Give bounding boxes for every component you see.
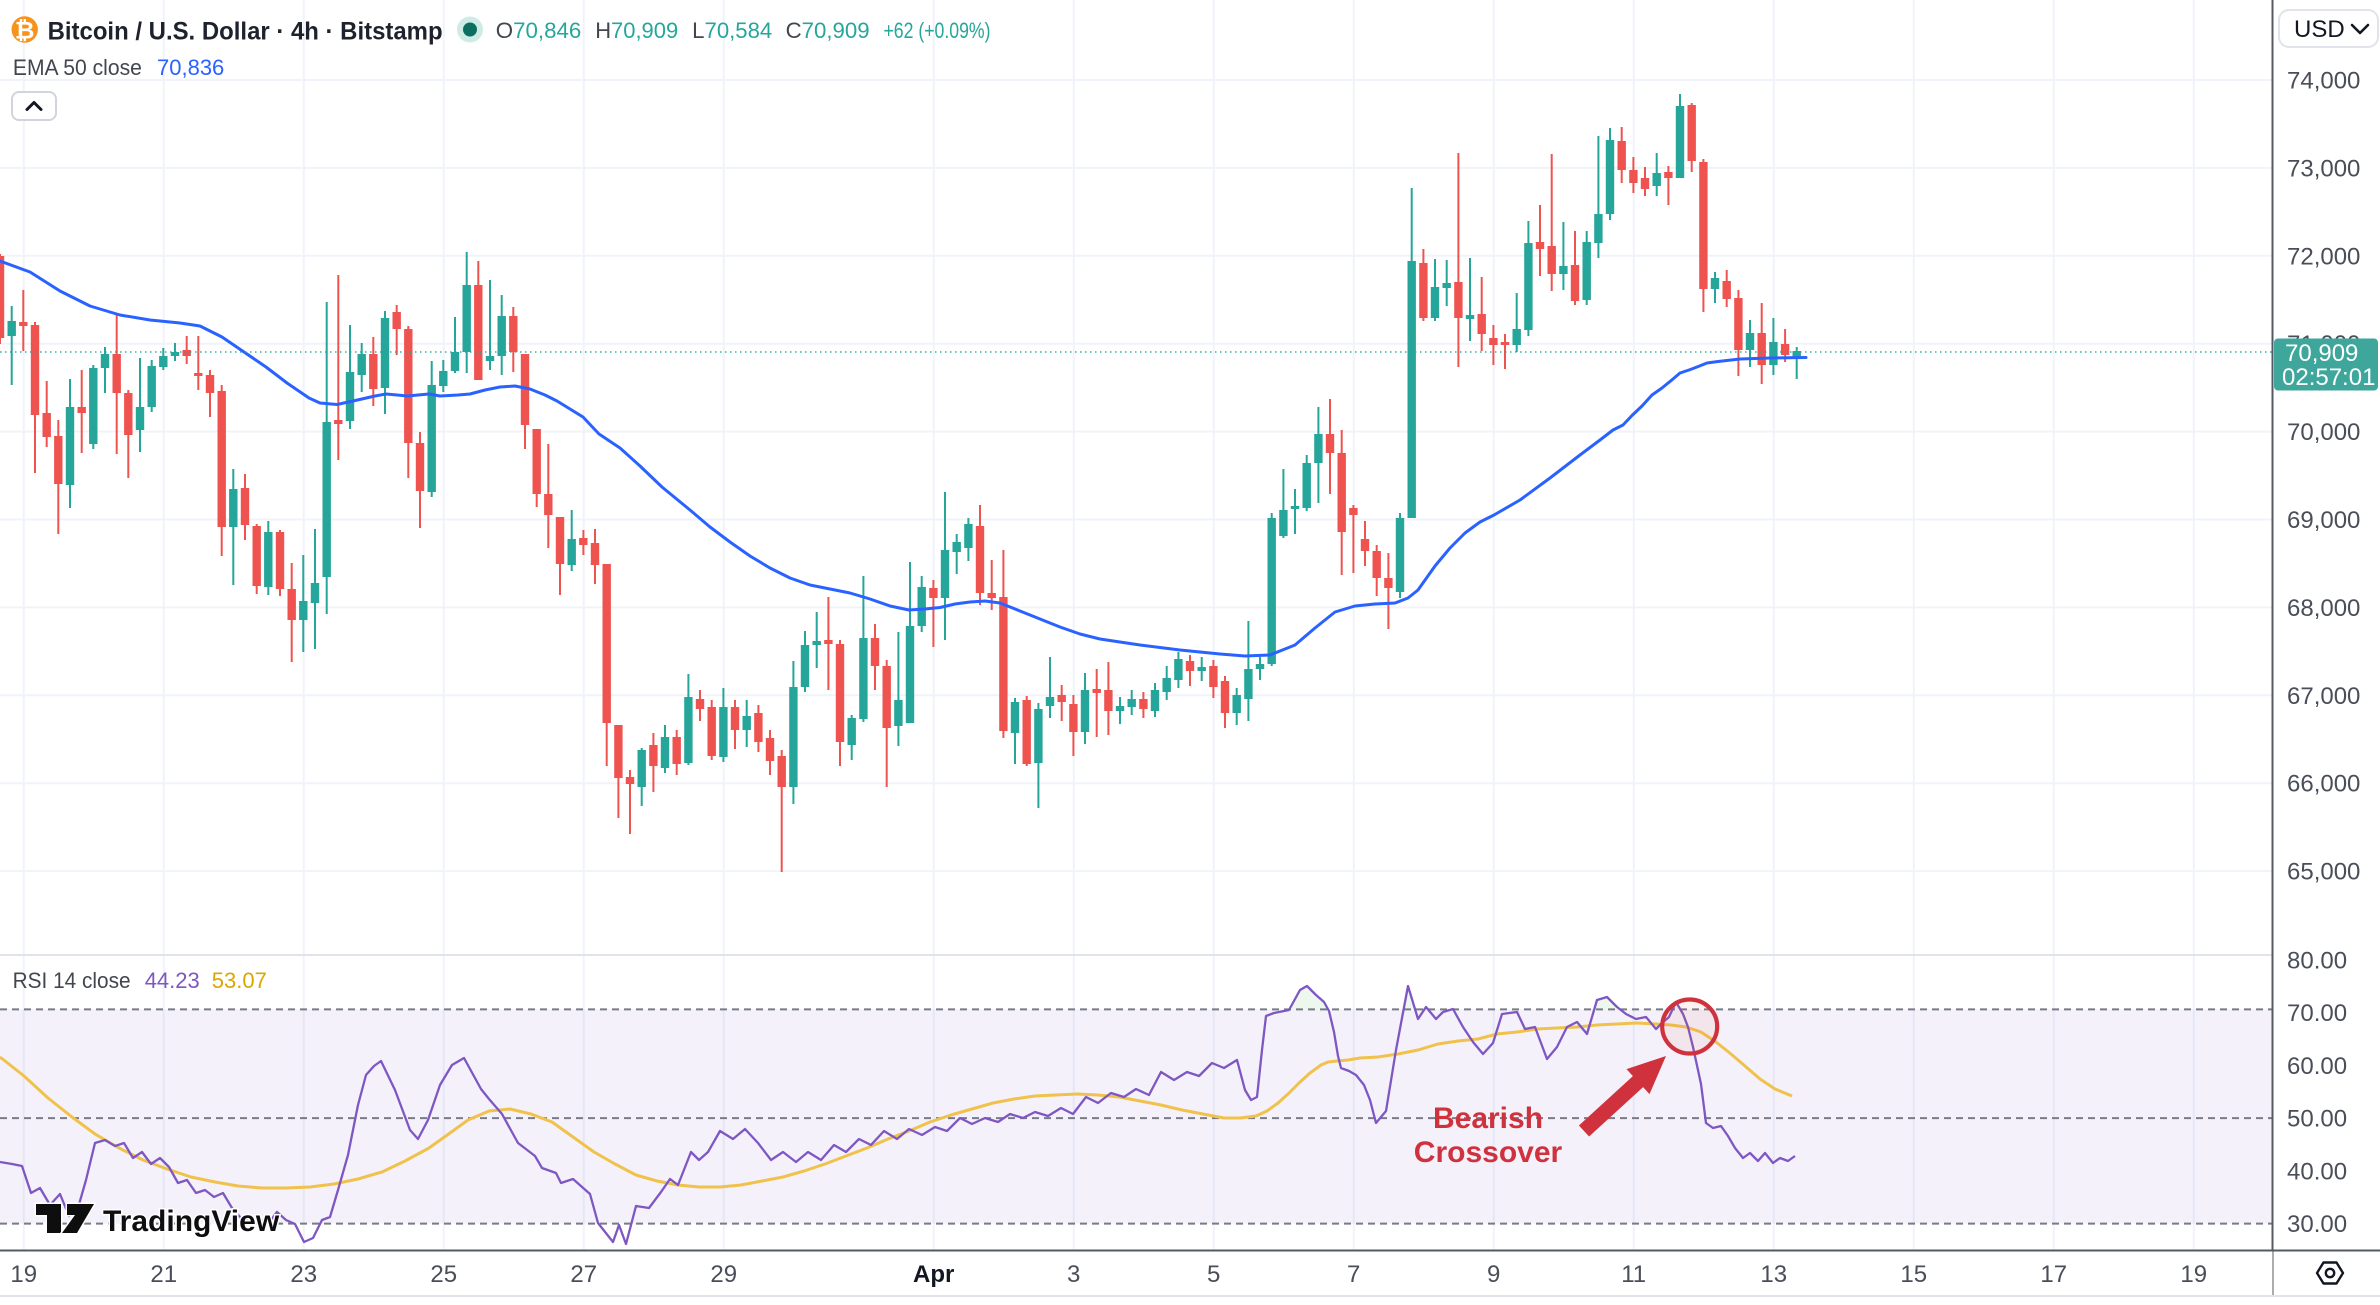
svg-text:RSI 14 close: RSI 14 close <box>13 968 131 993</box>
svg-text:50.00: 50.00 <box>2287 1106 2347 1133</box>
svg-text:30.00: 30.00 <box>2287 1211 2347 1238</box>
svg-text:02:57:01: 02:57:01 <box>2282 364 2375 391</box>
svg-text:60.00: 60.00 <box>2287 1053 2347 1080</box>
svg-text:USD: USD <box>2294 16 2345 43</box>
svg-text:Crossover: Crossover <box>1414 1136 1563 1169</box>
svg-text:₿: ₿ <box>15 18 35 45</box>
svg-text:+62 (+0.09%): +62 (+0.09%) <box>884 18 991 43</box>
svg-text:65,000: 65,000 <box>2287 859 2360 886</box>
svg-text:70,836: 70,836 <box>157 55 224 80</box>
svg-text:53.07: 53.07 <box>212 968 267 993</box>
svg-text:7: 7 <box>1347 1261 1360 1288</box>
svg-text:EMA 50 close: EMA 50 close <box>13 55 142 80</box>
svg-text:Bitcoin / U.S. Dollar · 4h · B: Bitcoin / U.S. Dollar · 4h · Bitstamp <box>48 18 443 46</box>
svg-text:74,000: 74,000 <box>2287 68 2360 95</box>
svg-text:19: 19 <box>10 1261 37 1288</box>
svg-text:O70,846: O70,846 <box>496 18 582 43</box>
svg-text:3: 3 <box>1067 1261 1080 1288</box>
svg-text:17: 17 <box>2040 1261 2067 1288</box>
svg-text:H70,909: H70,909 <box>595 18 678 43</box>
svg-text:44.23: 44.23 <box>145 968 200 993</box>
svg-text:5: 5 <box>1207 1261 1220 1288</box>
svg-text:13: 13 <box>1760 1261 1787 1288</box>
svg-text:40.00: 40.00 <box>2287 1158 2347 1185</box>
svg-text:C70,909: C70,909 <box>786 18 870 43</box>
svg-text:Apr: Apr <box>913 1261 954 1288</box>
svg-text:66,000: 66,000 <box>2287 771 2360 798</box>
svg-text:70,909: 70,909 <box>2285 340 2358 367</box>
svg-text:80.00: 80.00 <box>2287 947 2347 974</box>
svg-text:72,000: 72,000 <box>2287 243 2360 270</box>
svg-text:29: 29 <box>710 1261 737 1288</box>
svg-text:15: 15 <box>1900 1261 1927 1288</box>
svg-text:70,000: 70,000 <box>2287 419 2360 446</box>
svg-text:Bearish: Bearish <box>1433 1102 1543 1135</box>
svg-text:L70,584: L70,584 <box>692 18 772 43</box>
svg-text:68,000: 68,000 <box>2287 595 2360 622</box>
svg-text:73,000: 73,000 <box>2287 155 2360 182</box>
svg-text:27: 27 <box>570 1261 597 1288</box>
svg-text:69,000: 69,000 <box>2287 507 2360 534</box>
svg-text:23: 23 <box>290 1261 317 1288</box>
svg-text:19: 19 <box>2180 1261 2207 1288</box>
svg-text:11: 11 <box>1621 1261 1646 1288</box>
svg-text:TradingView: TradingView <box>103 1205 280 1238</box>
svg-text:21: 21 <box>150 1261 177 1288</box>
svg-text:25: 25 <box>430 1261 457 1288</box>
svg-text:70.00: 70.00 <box>2287 1000 2347 1027</box>
svg-text:67,000: 67,000 <box>2287 683 2360 710</box>
svg-text:9: 9 <box>1487 1261 1500 1288</box>
